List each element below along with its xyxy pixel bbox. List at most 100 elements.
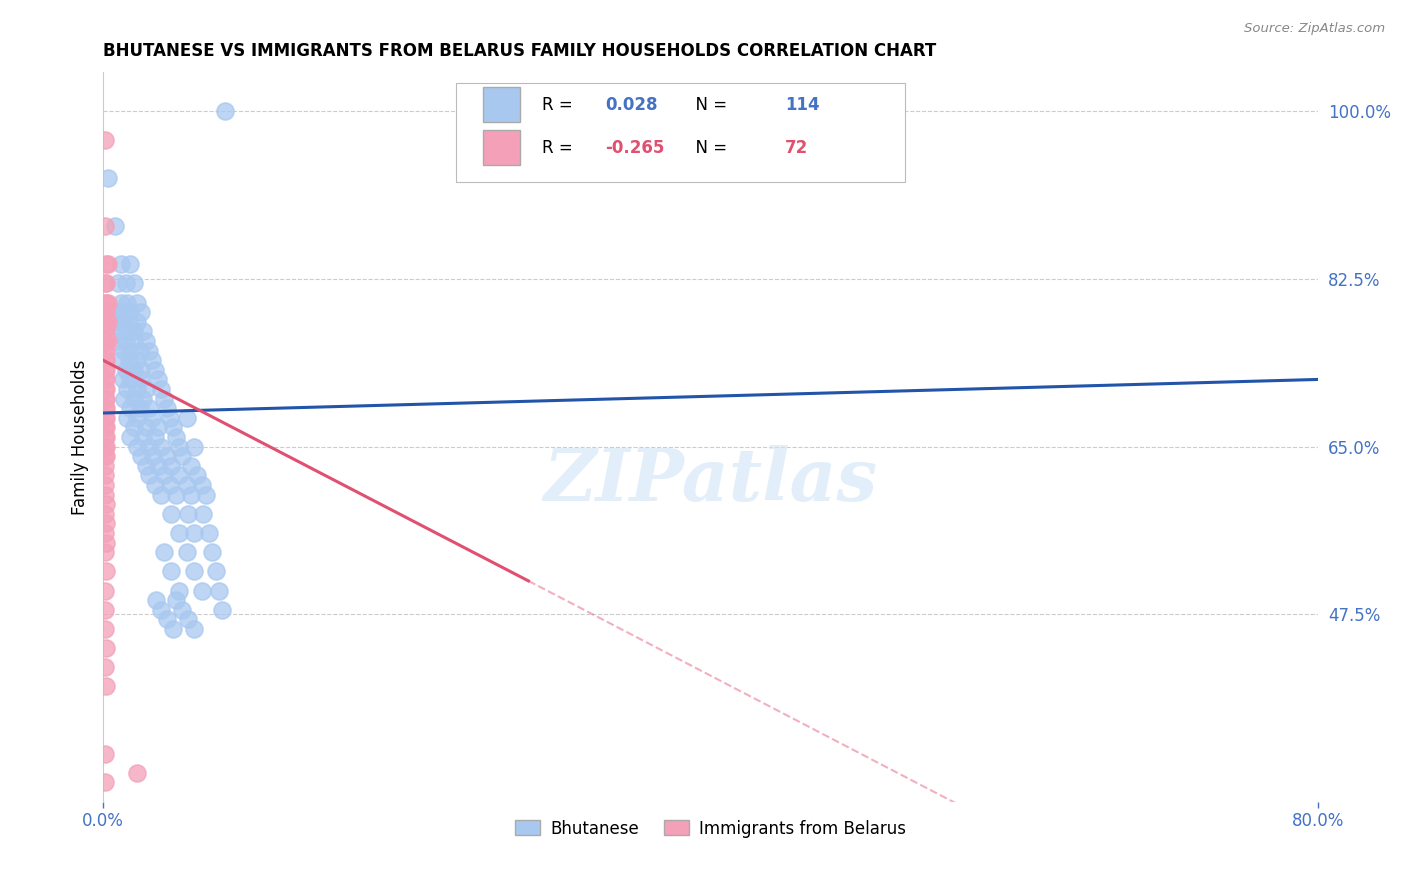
Point	[96, 430, 118, 444]
Point	[93, 603, 115, 617]
Y-axis label: Family Households: Family Households	[72, 359, 89, 515]
Point	[131, 430, 153, 444]
Point	[93, 219, 115, 233]
Point	[198, 525, 221, 540]
Point	[93, 440, 115, 454]
Point	[120, 430, 142, 444]
Point	[96, 295, 118, 310]
Point	[129, 305, 152, 319]
Point	[93, 478, 115, 492]
Point	[177, 507, 200, 521]
Point	[93, 458, 115, 473]
Point	[96, 382, 118, 396]
Point	[93, 353, 115, 368]
Point	[183, 622, 205, 636]
Text: 114: 114	[785, 96, 820, 114]
Point	[159, 410, 181, 425]
Point	[122, 325, 145, 339]
Point	[110, 325, 132, 339]
Text: R =: R =	[541, 139, 578, 157]
Point	[93, 487, 115, 501]
Point	[93, 372, 115, 386]
Point	[153, 392, 176, 406]
Point	[146, 420, 169, 434]
Point	[96, 440, 118, 454]
Point	[93, 343, 115, 358]
Point	[93, 305, 115, 319]
Point	[97, 295, 120, 310]
Point	[159, 478, 181, 492]
Point	[177, 612, 200, 626]
Point	[104, 219, 127, 233]
Point	[125, 410, 148, 425]
Point	[125, 353, 148, 368]
Point	[156, 449, 179, 463]
Point	[122, 420, 145, 434]
Point	[195, 487, 218, 501]
Point	[96, 325, 118, 339]
Point	[96, 334, 118, 348]
Point	[93, 410, 115, 425]
Point	[165, 487, 187, 501]
Point	[96, 497, 118, 511]
Point	[97, 315, 120, 329]
Point	[156, 401, 179, 416]
Point	[149, 382, 172, 396]
Point	[96, 392, 118, 406]
Point	[120, 372, 142, 386]
Point	[93, 660, 115, 674]
Point	[93, 392, 115, 406]
Point	[172, 449, 194, 463]
Point	[160, 458, 183, 473]
Point	[128, 372, 150, 386]
Point	[149, 440, 172, 454]
Point	[118, 353, 141, 368]
Point	[96, 315, 118, 329]
Point	[183, 564, 205, 578]
Point	[135, 458, 157, 473]
Point	[97, 257, 120, 271]
Point	[110, 257, 132, 271]
Point	[167, 525, 190, 540]
Point	[112, 392, 135, 406]
Text: 72: 72	[785, 139, 808, 157]
Point	[131, 325, 153, 339]
Bar	[484, 87, 520, 122]
Point	[104, 315, 127, 329]
Point	[143, 430, 166, 444]
Point	[93, 132, 115, 146]
Point	[128, 343, 150, 358]
Point	[183, 440, 205, 454]
Point	[93, 468, 115, 483]
Point	[93, 622, 115, 636]
Point	[131, 392, 153, 406]
Text: ZIPatlas: ZIPatlas	[544, 445, 877, 516]
Point	[107, 277, 129, 291]
Point	[117, 325, 139, 339]
Text: R =: R =	[541, 96, 578, 114]
Point	[191, 478, 214, 492]
Point	[112, 343, 135, 358]
Text: -0.265: -0.265	[605, 139, 665, 157]
Point	[93, 325, 115, 339]
Text: N =: N =	[685, 139, 733, 157]
Point	[162, 622, 184, 636]
Point	[93, 334, 115, 348]
Point	[115, 277, 138, 291]
Point	[122, 392, 145, 406]
Point	[122, 363, 145, 377]
Point	[160, 507, 183, 521]
Point	[172, 603, 194, 617]
Point	[117, 410, 139, 425]
Point	[120, 401, 142, 416]
Point	[125, 295, 148, 310]
Point	[143, 478, 166, 492]
Point	[96, 277, 118, 291]
Point	[110, 295, 132, 310]
Point	[138, 468, 160, 483]
Point	[96, 353, 118, 368]
Point	[96, 257, 118, 271]
Point	[96, 401, 118, 416]
Point	[153, 545, 176, 559]
Point	[120, 257, 142, 271]
